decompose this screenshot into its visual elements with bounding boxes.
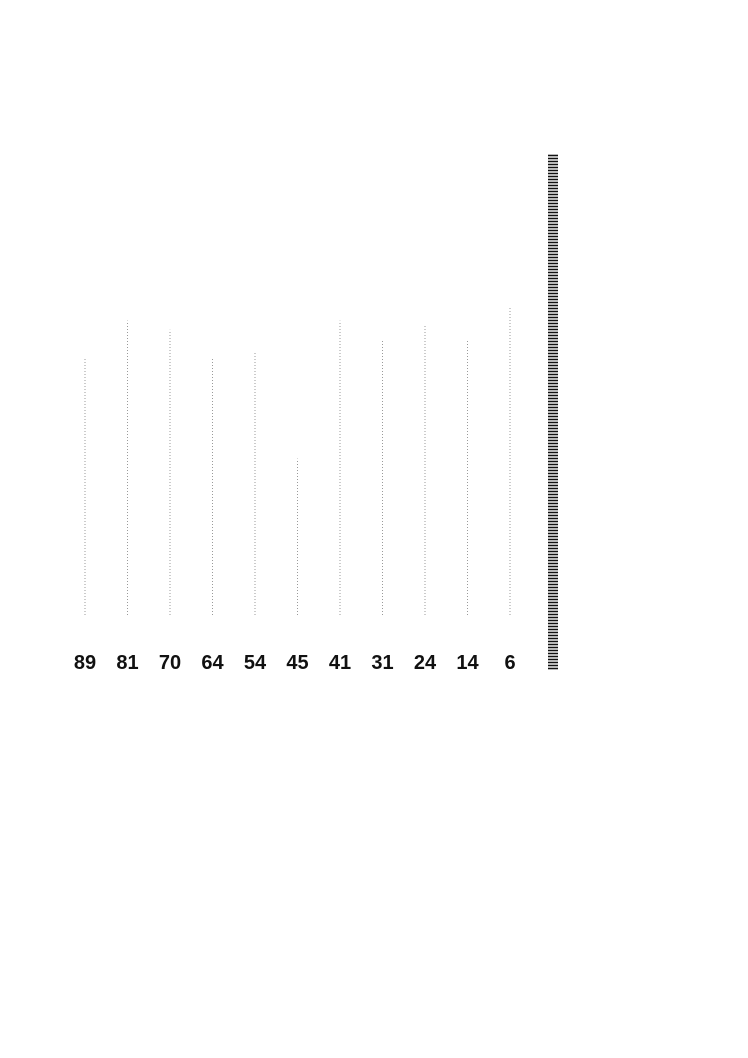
x-tick-label: 45 [286, 652, 308, 674]
x-tick-label: 54 [244, 652, 267, 674]
x-tick-label: 70 [159, 652, 181, 674]
tick-labels-group: 89 81 70 64 54 45 41 31 24 14 6 [74, 652, 516, 674]
x-tick-label: 24 [414, 652, 437, 674]
bars-group [84, 306, 511, 615]
x-tick-label: 6 [504, 652, 515, 674]
x-tick-label: 31 [371, 652, 393, 674]
x-tick-label: 41 [329, 652, 351, 674]
x-tick-label: 64 [201, 652, 224, 674]
x-tick-label: 81 [116, 652, 138, 674]
x-tick-label: 14 [456, 652, 479, 674]
x-tick-label: 89 [74, 652, 96, 674]
scale-ruler [548, 154, 558, 670]
